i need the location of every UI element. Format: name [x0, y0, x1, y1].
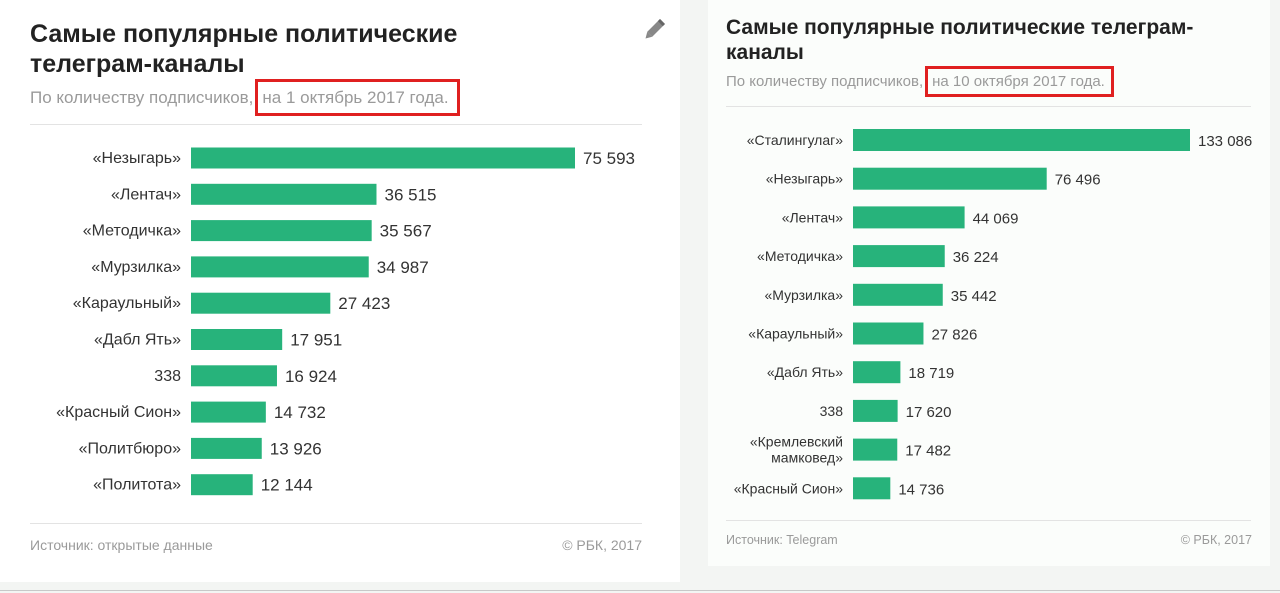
bar [191, 401, 266, 423]
bar [191, 183, 377, 205]
bar [853, 322, 924, 345]
bar [191, 220, 372, 242]
divider-top [30, 124, 642, 125]
chart-subtitle: По количеству подписчиков, на 1 октябрь 2… [30, 79, 460, 116]
bar [853, 399, 898, 422]
value-label: 76 496 [1055, 172, 1101, 189]
bar [191, 329, 283, 350]
value-label: 75 593 [583, 149, 635, 168]
chart-panel-left: Самые популярные политические телеграм-к… [0, 0, 680, 582]
bar [853, 206, 965, 229]
value-label: 17 620 [906, 404, 952, 421]
category-label: «Методичка» [757, 248, 843, 264]
value-label: 133 086 [1198, 133, 1252, 150]
credit-label: © РБК, 2017 [562, 537, 642, 553]
category-label: «Караульный» [73, 295, 181, 312]
bar-chart-left: «Незыгарь» 75 593 «Лентач» 36 515 «Методичка… [56, 147, 635, 496]
value-label: 27 826 [931, 327, 977, 344]
bar [191, 474, 253, 496]
value-label: 36 515 [384, 185, 436, 204]
divider-bottom [726, 520, 1251, 521]
bar [853, 283, 943, 306]
subtitle-date-highlight: на 1 октябрь 2017 года. [255, 79, 460, 116]
bar [853, 477, 891, 500]
category-label: «Методичка» [83, 223, 181, 240]
bar [191, 292, 331, 314]
category-label: «Дабл Ять» [94, 332, 181, 349]
divider-top [726, 106, 1251, 107]
category-label: «Мурзилка» [91, 259, 181, 276]
category-label: «Незыгарь» [93, 150, 181, 167]
source-label: Источник: Telegram [726, 533, 838, 547]
bar [853, 129, 1190, 151]
value-label: 35 567 [380, 222, 432, 241]
value-label: 35 442 [951, 288, 997, 305]
value-label: 36 224 [953, 249, 999, 266]
category-label: «Сталингулаг» [747, 132, 844, 148]
value-label: 44 069 [973, 210, 1019, 227]
category-label: «Лентач» [111, 186, 181, 203]
pencil-icon[interactable] [638, 14, 670, 46]
chart-title: Самые популярные политические телеграм-к… [30, 20, 458, 78]
category-label: «Красный Сион» [56, 404, 181, 421]
bar [191, 437, 262, 459]
value-label: 14 736 [898, 481, 944, 498]
chart-panel-right: Самые популярные политические телеграм-к… [708, 0, 1270, 566]
divider-bottom [30, 523, 642, 524]
chart-subtitle: По количеству подписчиков, на 10 октября … [726, 66, 1114, 97]
category-label: «Кремлевский мамковед» [750, 434, 843, 466]
value-label: 13 926 [270, 439, 322, 458]
category-label: «Лентач» [782, 209, 844, 225]
value-label: 12 144 [261, 476, 313, 495]
category-label: 338 [820, 403, 844, 419]
value-label: 34 987 [377, 258, 429, 277]
category-label: «Политота» [93, 477, 181, 494]
source-label: Источник: открытые данные [30, 537, 213, 553]
bar [853, 361, 901, 384]
subtitle-prefix: По количеству подписчиков, [30, 88, 254, 107]
bar [191, 256, 369, 278]
bottom-border [0, 590, 1280, 591]
bar-chart-right: «Сталингулаг» 133 086 «Незыгарь» 76 496 «Лен… [734, 129, 1252, 500]
bar [853, 245, 945, 268]
bar [853, 167, 1047, 190]
category-label: «Политбюро» [79, 440, 182, 457]
category-label: 338 [154, 368, 181, 385]
value-label: 27 423 [338, 294, 390, 313]
credit-label: © РБК, 2017 [1180, 533, 1252, 547]
bar [191, 147, 575, 169]
value-label: 18 719 [908, 365, 954, 382]
category-label: «Красный Сион» [734, 480, 843, 496]
category-label: «Незыгарь» [766, 171, 844, 187]
value-label: 17 482 [905, 443, 951, 460]
value-label: 16 924 [285, 367, 337, 386]
category-label: «Мурзилка» [765, 287, 844, 303]
subtitle-prefix: По количеству подписчиков, [726, 73, 924, 90]
subtitle-date-highlight: на 10 октября 2017 года. [925, 66, 1114, 97]
bar [191, 365, 277, 387]
chart-title: Самые популярные политические телеграм-к… [726, 16, 1194, 64]
value-label: 14 732 [274, 403, 326, 422]
bar [853, 438, 898, 461]
category-label: «Дабл Ять» [767, 364, 843, 380]
category-label: «Караульный» [748, 326, 843, 342]
value-label: 17 951 [290, 331, 342, 350]
